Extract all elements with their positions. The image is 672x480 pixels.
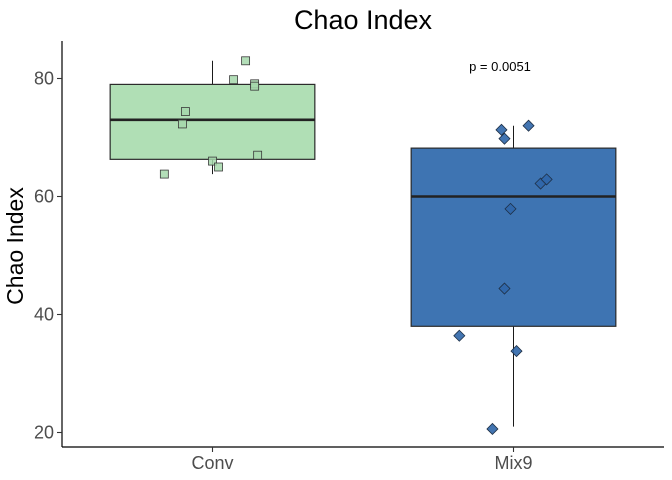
axes: 20 40 60 80 Conv Mix9 [34, 41, 664, 473]
data-point [498, 282, 511, 295]
box-group-mix9 [410, 119, 617, 436]
y-axis-label: Chao Index [2, 187, 28, 305]
y-tick-label: 40 [34, 305, 54, 325]
y-tick-label: 20 [34, 423, 54, 443]
data-point [181, 107, 190, 116]
data-point [214, 162, 223, 172]
box-group-conv [109, 56, 316, 179]
data-point [253, 150, 263, 160]
data-point [177, 119, 187, 129]
plot-area [109, 56, 617, 436]
data-point [504, 202, 517, 215]
data-point [495, 123, 508, 136]
p-value-annotation: p = 0.0051 [469, 59, 531, 74]
data-point [208, 156, 217, 166]
data-point [522, 119, 535, 132]
chart-title: Chao Index [294, 5, 433, 35]
data-point [498, 132, 511, 145]
data-point [453, 329, 466, 342]
box [410, 147, 617, 327]
data-point [486, 422, 499, 436]
y-tick-label: 80 [34, 69, 54, 89]
y-tick-label: 60 [34, 187, 54, 207]
data-point [250, 81, 260, 91]
box [109, 83, 316, 160]
data-point [241, 56, 251, 66]
data-point [229, 75, 238, 85]
data-point [510, 345, 523, 358]
data-point [159, 169, 169, 179]
x-tick-label: Conv [191, 453, 233, 473]
data-point [540, 173, 553, 186]
x-tick-label: Mix9 [494, 453, 532, 473]
